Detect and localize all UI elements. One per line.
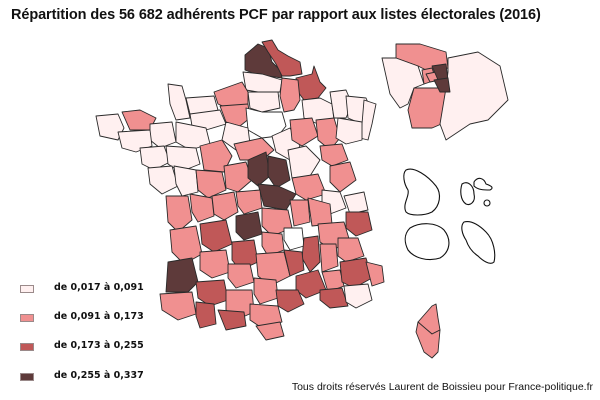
- legend-item-4: de 0,255 à 0,337: [20, 370, 144, 384]
- department-loire-atlantique: [139, 145, 171, 171]
- department-eure: [219, 103, 251, 127]
- department-marne-west: [279, 77, 301, 113]
- department-oise: [247, 91, 281, 113]
- department-doubs: [329, 161, 357, 193]
- legend-label-4: de 0,255 à 0,337: [54, 370, 144, 381]
- map-title: Répartition des 56 682 adhérents PCF par…: [11, 7, 541, 23]
- department-tarn: [253, 277, 279, 305]
- metropolitan-france: [95, 39, 385, 341]
- department-cote-or: [287, 145, 321, 179]
- department-haute-loire: [283, 227, 305, 251]
- corse-inset: [415, 303, 441, 359]
- legend-item-2: de 0,091 à 0,173: [20, 311, 144, 325]
- department-vosges: [335, 117, 363, 145]
- legend-swatch-1: [20, 285, 34, 293]
- department-nievre: [267, 155, 291, 189]
- guyane-outline: [403, 168, 441, 216]
- marie-galante-outline: [483, 199, 491, 207]
- legend-label-3: de 0,173 à 0,255: [54, 340, 144, 351]
- department-gard: [295, 269, 327, 299]
- department-ardeche: [301, 235, 321, 273]
- department-allier: [257, 183, 297, 211]
- department-hautes-pyrenees: [195, 301, 217, 329]
- martinique-outline: [461, 221, 496, 264]
- legend-label-1: de 0,017 à 0,091: [54, 282, 144, 293]
- department-nord-east: [261, 39, 303, 77]
- department-var: [343, 283, 373, 309]
- legend-swatch-3: [20, 343, 34, 351]
- department-aube: [289, 117, 319, 147]
- department-lot-garonne: [199, 249, 231, 279]
- legend-swatch-2: [20, 314, 34, 322]
- overseas-insets: [403, 168, 496, 264]
- department-charente: [189, 193, 215, 223]
- department-haute-saone: [319, 143, 349, 167]
- department-charente-maritime: [165, 195, 193, 233]
- legend-swatch-4: [20, 373, 34, 381]
- department-haute-vienne: [211, 191, 239, 221]
- department-savoie: [345, 211, 373, 237]
- guadeloupe-outline: [460, 177, 493, 206]
- department-vienne: [195, 169, 227, 199]
- department-seine-marne: [439, 51, 509, 141]
- department-saone-loire: [291, 173, 327, 201]
- copyright-credit: Tous droits réservés Laurent de Boissieu…: [291, 381, 593, 393]
- department-cher: [247, 151, 271, 187]
- department-corse-du-sud: [415, 321, 441, 359]
- reunion-outline: [404, 223, 450, 261]
- department-gers: [195, 279, 229, 307]
- department-yvelines: [381, 57, 425, 109]
- department-bouches-rhone: [319, 287, 349, 309]
- department-herault: [275, 289, 305, 313]
- legend-item-3: de 0,173 à 0,255: [20, 340, 144, 354]
- department-maine-loire: [165, 145, 201, 173]
- legend-item-1: de 0,017 à 0,091: [20, 282, 144, 296]
- department-correze: [235, 211, 263, 241]
- department-aveyron: [255, 251, 291, 287]
- department-loire: [289, 199, 311, 227]
- department-paris-region: [245, 107, 287, 139]
- legend-label-2: de 0,091 à 0,173: [54, 311, 144, 322]
- department-gironde: [169, 225, 203, 265]
- department-creuse: [235, 189, 263, 215]
- department-indre: [223, 161, 253, 193]
- department-ariege: [217, 309, 247, 331]
- department-landes: [165, 257, 199, 293]
- department-hautes-alpes: [337, 237, 365, 263]
- department-alpes-maritimes: [365, 261, 385, 287]
- department-drome: [319, 243, 339, 273]
- department-indre-loire: [199, 139, 233, 173]
- department-alpes-hp: [339, 257, 373, 289]
- department-manche: [167, 83, 191, 121]
- department-tarn-garonne: [227, 263, 255, 289]
- department-deux-sevres: [173, 165, 199, 197]
- department-haute-marne: [315, 117, 341, 151]
- department-ille-vilaine: [149, 121, 177, 149]
- ile-de-france-inset: [381, 43, 509, 141]
- department-aisne: [295, 65, 327, 101]
- department-lozere: [283, 249, 305, 277]
- department-vendee: [147, 165, 179, 195]
- department-pyrenees-atlantiques: [159, 291, 197, 321]
- department-val-marne: [433, 77, 451, 93]
- department-pyrenees-orientales: [255, 321, 285, 341]
- department-orne: [189, 109, 227, 131]
- department-dordogne: [199, 219, 233, 253]
- department-haute-savoie: [343, 191, 369, 215]
